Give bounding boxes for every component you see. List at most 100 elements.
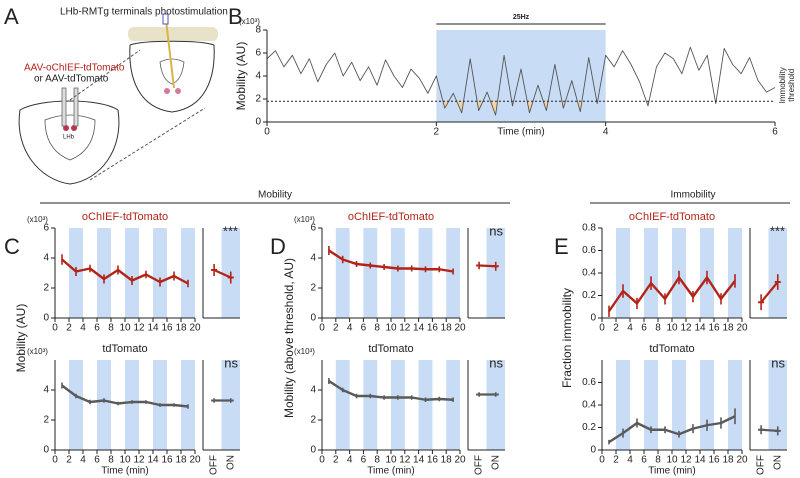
x-tick-label: 0 xyxy=(319,455,325,466)
x-tick-label: 10 xyxy=(666,455,678,466)
x-tick-label: 10 xyxy=(119,323,131,334)
axis-multiplier: (x10³) xyxy=(294,347,315,356)
on-shade xyxy=(768,360,787,450)
mobility-trace xyxy=(266,46,776,116)
virus-label: AAV-oChIEF-tdTomato xyxy=(24,63,125,74)
x-tick-label: 8 xyxy=(108,455,114,466)
x-tick-label: 8 xyxy=(655,455,661,466)
brain-section xyxy=(18,100,120,185)
y-tick-label: 6 xyxy=(310,223,316,234)
x-tick-label: 12 xyxy=(399,455,411,466)
stim-stripe xyxy=(125,228,139,318)
y-tick-label: 0 xyxy=(43,313,49,324)
x-axis-label: Time (min) xyxy=(367,466,414,477)
rmtg-site xyxy=(175,88,181,94)
x-tick-label: 12 xyxy=(399,323,411,334)
x-tick-label: 10 xyxy=(666,323,678,334)
y-tick-label: 2 xyxy=(43,283,49,294)
on-shade xyxy=(486,228,505,318)
panel-title: tdTomato xyxy=(368,343,413,355)
x-tick-label: 16 xyxy=(427,455,439,466)
x-tick-label: OFF xyxy=(474,455,485,475)
x-tick-label: 14 xyxy=(147,455,159,466)
x-tick-label: 2 xyxy=(66,323,72,334)
stim-stripe xyxy=(672,360,686,450)
x-tick-label: 18 xyxy=(722,455,734,466)
x-tick-label: 16 xyxy=(161,455,173,466)
group-label: Mobility xyxy=(258,190,292,201)
x-tick-label: 4 xyxy=(347,323,353,334)
on-shade xyxy=(221,360,240,450)
x-tick-label: 20 xyxy=(189,455,201,466)
x-tick-label: 14 xyxy=(413,455,425,466)
optic-fiber xyxy=(165,19,175,89)
y-tick-label: 0.2 xyxy=(582,290,596,301)
x-tick-label: 8 xyxy=(655,323,661,334)
significance: ns xyxy=(771,355,785,370)
y-tick-label: 0 xyxy=(310,313,316,324)
x-tick-label: 16 xyxy=(161,323,173,334)
x-tick-label: ON xyxy=(490,455,501,470)
x-tick-label: 10 xyxy=(385,323,397,334)
x-axis-label: Time (min) xyxy=(648,466,695,477)
x-tick-label: 10 xyxy=(119,455,131,466)
panel-title: oChIEF-tdTomato xyxy=(82,211,168,223)
panel-title: tdTomato xyxy=(102,343,147,355)
stim-stripe xyxy=(69,360,83,450)
stim-stripe xyxy=(728,228,742,318)
brain-region xyxy=(159,58,185,85)
y-tick-label: 8 xyxy=(255,25,261,36)
significance: *** xyxy=(770,223,785,238)
mean-line xyxy=(328,249,454,273)
x-tick-label: 14 xyxy=(147,323,159,334)
brain-region xyxy=(44,114,96,161)
y-tick-label: 2 xyxy=(43,415,49,426)
y-axis-label: Mobility (AU) xyxy=(14,304,28,373)
x-tick-label: ON xyxy=(225,455,236,470)
y-tick-label: 0 xyxy=(590,445,596,456)
y-axis-label: Mobility (AU) xyxy=(234,42,248,111)
stim-stripe xyxy=(153,228,167,318)
x-tick-label: 6 xyxy=(361,455,367,466)
x-tick-label: 18 xyxy=(175,323,187,334)
axis-multiplier: (x10³) xyxy=(239,17,260,26)
significance: ns xyxy=(224,355,238,370)
stim-stripe xyxy=(125,360,139,450)
x-tick-label: 2 xyxy=(66,455,72,466)
mean-line xyxy=(328,379,454,401)
x-tick-label: 16 xyxy=(708,323,720,334)
x-tick-label: 6 xyxy=(641,323,647,334)
region-label: LHb xyxy=(63,135,75,141)
stim-stripe xyxy=(181,228,195,318)
x-tick-label: 18 xyxy=(722,323,734,334)
x-tick-label: 8 xyxy=(374,455,380,466)
stim-stripe xyxy=(644,360,658,450)
stim-shade xyxy=(436,30,606,122)
x-tick-label: 0 xyxy=(599,323,605,334)
stim-stripe xyxy=(97,228,111,318)
paired-line xyxy=(213,268,232,279)
stim-label: 25Hz xyxy=(513,14,530,21)
stim-stripe xyxy=(363,228,378,318)
schematic: LHb-RMTg terminals photostimulation AAV-… xyxy=(18,7,228,185)
stim-stripe xyxy=(446,360,460,450)
x-tick-label: 14 xyxy=(694,323,706,334)
x-tick-label: 4 xyxy=(80,323,86,334)
x-tick-label: ON xyxy=(772,455,783,470)
stim-stripe xyxy=(616,228,630,318)
y-tick-label: 4 xyxy=(43,385,49,396)
x-tick-label: 2 xyxy=(613,323,619,334)
x-tick-label: 0 xyxy=(264,127,270,138)
x-tick-label: 0 xyxy=(52,323,58,334)
mean-line xyxy=(608,415,736,444)
stim-stripe xyxy=(700,360,714,450)
panel-letter: C xyxy=(4,234,20,259)
x-tick-label: 6 xyxy=(94,323,100,334)
x-tick-label: 10 xyxy=(385,455,397,466)
skull-cap xyxy=(128,27,218,41)
y-tick-label: 0.4 xyxy=(582,400,596,411)
schematic-title: LHb-RMTg terminals photostimulation xyxy=(60,7,228,18)
x-tick-label: 18 xyxy=(441,455,453,466)
x-tick-label: 8 xyxy=(108,323,114,334)
